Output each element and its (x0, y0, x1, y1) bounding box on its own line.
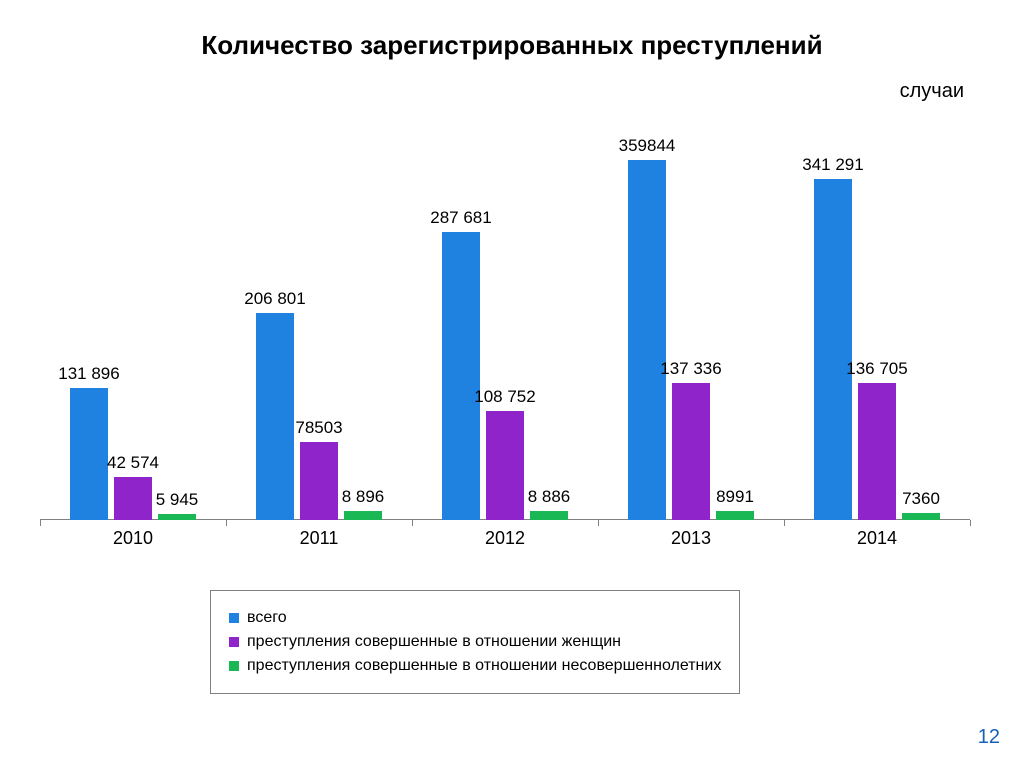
category-labels-row: 20102011201220132014 (40, 520, 970, 550)
bar-group: 206 801785038 896 (226, 140, 412, 520)
chart-plot-area: 131 89642 5745 945206 801785038 896287 6… (40, 140, 970, 520)
chart-title: Количество зарегистрированных преступлен… (0, 30, 1024, 61)
legend-label: всего (247, 609, 287, 627)
data-label: 8 886 (489, 487, 609, 507)
data-label: 7360 (861, 489, 981, 509)
chart-legend: всего преступления совершенные в отношени… (210, 590, 740, 694)
legend-label: преступления совершенные в отношении нес… (247, 657, 721, 675)
category-label: 2010 (40, 528, 226, 549)
data-label: 341 291 (773, 155, 893, 175)
category-label: 2013 (598, 528, 784, 549)
legend-swatch (229, 613, 239, 623)
legend-swatch (229, 637, 239, 647)
page-number: 12 (978, 726, 1000, 749)
chart-subtitle: случаи (900, 80, 964, 103)
bar (628, 160, 666, 520)
category-label: 2011 (226, 528, 412, 549)
data-label: 78503 (259, 418, 379, 438)
bar (530, 511, 568, 520)
data-label: 131 896 (29, 364, 149, 384)
data-label: 42 574 (73, 453, 193, 473)
bar-group: 341 291136 7057360 (784, 140, 970, 520)
category-label: 2014 (784, 528, 970, 549)
bar (344, 511, 382, 520)
legend-item: преступления совершенные в отношении жен… (229, 633, 721, 651)
bar-group: 131 89642 5745 945 (40, 140, 226, 520)
data-label: 359844 (587, 136, 707, 156)
axis-tick (970, 520, 971, 526)
data-label: 8991 (675, 487, 795, 507)
bar (442, 232, 480, 520)
data-label: 137 336 (631, 359, 751, 379)
legend-item: преступления совершенные в отношении нес… (229, 657, 721, 675)
data-label: 5 945 (117, 490, 237, 510)
data-label: 206 801 (215, 289, 335, 309)
bar-group: 359844137 3368991 (598, 140, 784, 520)
bar (814, 179, 852, 520)
data-label: 136 705 (817, 359, 937, 379)
category-label: 2012 (412, 528, 598, 549)
data-label: 108 752 (445, 387, 565, 407)
legend-label: преступления совершенные в отношении жен… (247, 633, 621, 651)
data-label: 8 896 (303, 487, 423, 507)
bar-group: 287 681108 7528 886 (412, 140, 598, 520)
data-label: 287 681 (401, 208, 521, 228)
bar (300, 442, 338, 521)
legend-swatch (229, 661, 239, 671)
legend-item: всего (229, 609, 721, 627)
bar (716, 511, 754, 520)
bar (902, 513, 940, 520)
